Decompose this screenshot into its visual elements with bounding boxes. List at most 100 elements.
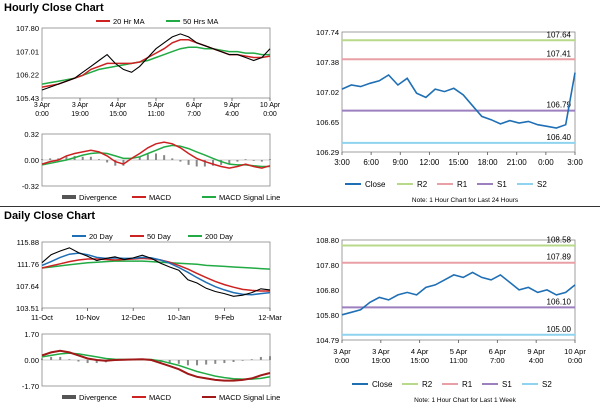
x-tick-label: 4 Apr [110, 102, 127, 109]
legend-label: 20 Hr MA [113, 17, 145, 26]
legend-label: MACD Signal Line [219, 393, 280, 402]
legend-label: MACD Signal Line [219, 193, 280, 202]
plot-frame [341, 239, 576, 341]
y-tick-label: 106.29 [316, 148, 339, 157]
x-tick-label: 19:00 [371, 356, 390, 365]
x-tick-label: 11:00 [449, 356, 467, 365]
hourly-macd-chart: 0.32 0.00 -0.32 Divergence MACD MACD Signal L… [22, 130, 280, 202]
legend-label: Divergence [79, 393, 117, 402]
legend-label: 200 Day [205, 232, 233, 241]
legend-label: S1 [502, 380, 512, 389]
legend-label: S2 [542, 380, 552, 389]
x-tick-label: 21:00 [507, 158, 528, 167]
y-tick-label: 106.22 [16, 71, 39, 80]
chart-note: Note: 1 Hour Chart for Last 24 Hours [412, 197, 519, 204]
close-line [41, 247, 271, 297]
legend-label: R1 [457, 180, 468, 189]
y-tick-label: 107.64 [16, 282, 39, 291]
x-tick-label: 15:00 [410, 356, 429, 365]
section-divider [0, 206, 600, 207]
daily-section-title: Daily Close Chart [4, 210, 96, 222]
x-tick-label: 18:00 [478, 158, 499, 167]
y-tick-label: 111.76 [17, 260, 39, 269]
x-tick-label: 4:00 [225, 111, 239, 118]
x-tick-label: 3 Apr [372, 347, 390, 356]
macd-signal-line [41, 352, 271, 380]
y-tick-label: 106.65 [316, 118, 339, 127]
y-tick-label: 115.88 [17, 238, 39, 247]
x-tick-label: 6 Apr [489, 347, 507, 356]
x-tick-label: 19:00 [71, 111, 89, 118]
x-tick-label: 11:00 [148, 111, 165, 118]
x-tick-label: 4 Apr [411, 347, 429, 356]
y-tick-label: 107.80 [316, 261, 339, 270]
legend-label: Close [372, 380, 393, 389]
x-tick-label: 12:00 [419, 158, 440, 167]
y-tick-label: 107.38 [316, 58, 339, 67]
level-r2-label: 108.58 [547, 235, 572, 244]
y-tick-label: 0.32 [24, 130, 39, 139]
y-tick-label: 105.43 [16, 94, 39, 103]
x-tick-label: 10-Nov [76, 313, 100, 322]
daily-levels-chart: 108.80 107.80 106.80 105.80 104.79 108.58 107.… [316, 235, 586, 404]
x-tick-label: 9 Apr [224, 102, 241, 109]
legend-label: S1 [497, 180, 507, 189]
x-tick-label: 10 Apr [260, 102, 281, 109]
x-tick-label: 5 Apr [148, 102, 165, 109]
x-tick-label: 3:00 [334, 158, 350, 167]
y-tick-label: 107.80 [16, 24, 39, 33]
y-tick-label: 106.80 [316, 286, 339, 295]
x-tick-label: 3 Apr [34, 102, 51, 109]
x-tick-label: 12-Mar [258, 313, 282, 322]
plot-frame [41, 241, 271, 309]
legend-label: 50 Day [147, 232, 171, 241]
close-line [41, 33, 271, 91]
x-tick-label: 15:00 [448, 158, 469, 167]
x-tick-label: 9-Feb [215, 313, 235, 322]
y-tick-label: 1.70 [24, 330, 39, 339]
legend-label: R2 [422, 380, 433, 389]
x-tick-label: 9:00 [392, 158, 408, 167]
x-tick-label: 5 Apr [450, 347, 468, 356]
x-tick-label: 12-Dec [121, 313, 145, 322]
close-line [341, 271, 576, 316]
x-tick-label: 0:00 [263, 111, 277, 118]
y-tick-label: 0.00 [24, 356, 39, 365]
level-s1-label: 106.79 [547, 101, 572, 110]
legend-label: 50 Hrs MA [183, 17, 218, 26]
y-tick-label: 0.00 [24, 156, 39, 165]
x-tick-label: 10 Apr [564, 347, 586, 356]
x-tick-label: 0:00 [538, 158, 554, 167]
macd-line [41, 349, 271, 382]
x-tick-label: 3:00 [567, 158, 583, 167]
hourly-levels-chart: 107.74 107.38 107.02 106.65 106.29 107.64 107.… [316, 28, 583, 204]
x-tick-label: 7:00 [187, 111, 201, 118]
level-s1-label: 106.10 [547, 297, 572, 306]
level-s2-label: 106.40 [547, 133, 572, 142]
y-tick-label: 107.01 [16, 47, 39, 56]
daily-macd-chart: 1.70 0.00 -1.70 Divergence MACD MACD Signal L… [22, 330, 280, 402]
plot-frame [41, 27, 271, 99]
ma50-line [41, 257, 270, 292]
chart-note: Note: 1 Hour Chart for Last 1 Week [414, 397, 517, 404]
x-tick-label: 6 Apr [186, 102, 203, 109]
x-tick-label: 7:00 [490, 356, 505, 365]
x-tick-label: 9 Apr [527, 347, 545, 356]
x-tick-label: 11-Oct [31, 313, 54, 322]
legend-label: S2 [537, 180, 547, 189]
legend-label: MACD [149, 393, 172, 402]
hourly-section-title: Hourly Close Chart [4, 2, 104, 14]
y-tick-label: 104.79 [316, 336, 339, 345]
ma200-line [41, 260, 271, 270]
y-tick-label: 105.80 [316, 311, 339, 320]
x-tick-label: 6:00 [363, 158, 379, 167]
level-s2-label: 105.00 [547, 325, 572, 334]
x-tick-label: 3 Apr [333, 347, 351, 356]
legend-label: 20 Day [89, 232, 113, 241]
daily-price-chart: 20 Day 50 Day 200 Day 115.88 111.76 107.64 103… [16, 232, 282, 322]
close-line [341, 72, 576, 129]
x-tick-label: 15:00 [109, 111, 127, 118]
x-tick-label: 0:00 [335, 356, 350, 365]
ma20-line [41, 39, 271, 88]
level-r2-label: 107.64 [547, 30, 572, 39]
